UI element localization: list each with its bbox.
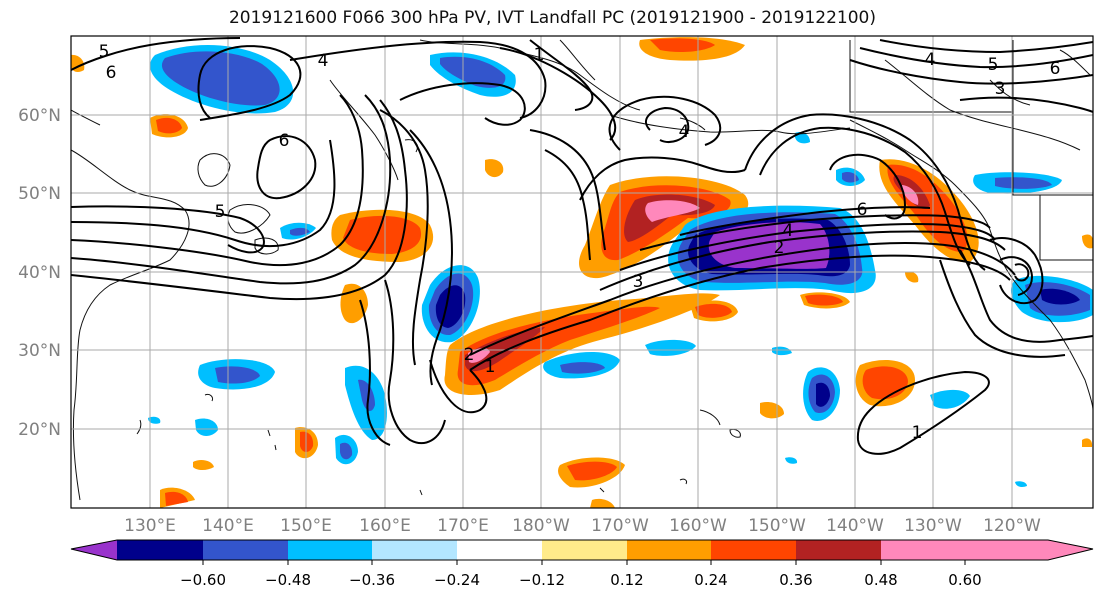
latitude-labels: 60°N 50°N 40°N 30°N 20°N xyxy=(18,106,61,440)
contour-label: 6 xyxy=(106,63,117,83)
colorbar-segment xyxy=(627,540,711,560)
lon-label: 130°E xyxy=(124,516,176,536)
colorbar-tick-label: −0.36 xyxy=(349,571,395,589)
contour-label: 1 xyxy=(534,45,545,65)
contour-label: 6 xyxy=(857,200,868,220)
lat-label: 40°N xyxy=(18,263,61,283)
contour-labels: 5 6 4 1 6 5 4 6 4 2 3 2 1 4 3 5 6 1 xyxy=(99,42,1061,443)
contours xyxy=(71,37,1093,455)
contour-label: 6 xyxy=(279,131,290,151)
colorbar-segment xyxy=(203,540,288,560)
colorbar-segment xyxy=(542,540,627,560)
lon-label: 160°W xyxy=(669,516,727,536)
colorbar-segment xyxy=(288,540,372,560)
colorbar-tick-label: 0.48 xyxy=(864,571,897,589)
colorbar-segment xyxy=(711,540,796,560)
colorbar-segment xyxy=(881,540,1093,560)
contour-label: 2 xyxy=(464,345,475,365)
contour-label: 5 xyxy=(988,55,999,75)
colorbar-segment xyxy=(71,540,117,560)
lon-label: 140°E xyxy=(202,516,254,536)
lat-label: 60°N xyxy=(18,106,61,126)
contour-label: 4 xyxy=(783,221,794,241)
lat-label: 30°N xyxy=(18,341,61,361)
colorbar-tick-labels: −0.60 −0.48 −0.36 −0.24 −0.12 0.12 0.24 … xyxy=(180,571,982,589)
lat-label: 20°N xyxy=(18,420,61,440)
contour-label: 5 xyxy=(215,202,226,222)
longitude-labels: 130°E 140°E 150°E 160°E 170°E 180°W 170°… xyxy=(124,516,1041,536)
colorbar-tick-label: 0.36 xyxy=(779,571,812,589)
colorbar-tick-label: −0.12 xyxy=(519,571,565,589)
contour-label: 3 xyxy=(633,272,644,292)
colorbar-segment xyxy=(796,540,881,560)
colorbar: −0.60 −0.48 −0.36 −0.24 −0.12 0.12 0.24 … xyxy=(70,539,1094,589)
lon-label: 130°W xyxy=(904,516,962,536)
contour-label: 4 xyxy=(679,122,690,142)
contour-label: 4 xyxy=(925,50,936,70)
coastlines xyxy=(71,39,1093,501)
colorbar-tick-label: 0.12 xyxy=(610,571,643,589)
lon-label: 170°E xyxy=(437,516,489,536)
map-title: 2019121600 F066 300 hPa PV, IVT Landfall… xyxy=(228,8,876,28)
contour-label: 1 xyxy=(485,357,496,377)
lon-label: 160°E xyxy=(359,516,411,536)
plot-frame xyxy=(70,35,1094,509)
colorbar-tick-label: 0.24 xyxy=(694,571,727,589)
colorbar-tick-label: 0.60 xyxy=(948,571,981,589)
lon-label: 150°E xyxy=(280,516,332,536)
lon-label: 150°W xyxy=(748,516,806,536)
contour-label: 4 xyxy=(318,51,329,71)
colorbar-tick-label: −0.60 xyxy=(180,571,226,589)
lon-label: 170°W xyxy=(591,516,649,536)
contour-label: 5 xyxy=(99,42,110,62)
colorbar-segment xyxy=(117,540,203,560)
contour-label: 6 xyxy=(1050,59,1061,79)
colorbar-segment xyxy=(372,540,457,560)
contour-label: 1 xyxy=(912,423,923,443)
colorbar-ticks xyxy=(202,560,966,565)
colorbar-tick-label: −0.48 xyxy=(265,571,311,589)
colorbar-tick-label: −0.24 xyxy=(434,571,480,589)
colorbar-outline xyxy=(70,539,1094,561)
lon-label: 180°W xyxy=(512,516,570,536)
lon-label: 120°W xyxy=(983,516,1041,536)
lat-label: 50°N xyxy=(18,184,61,204)
contour-label: 2 xyxy=(774,238,785,258)
colorbar-segment xyxy=(457,540,542,560)
lon-label: 140°W xyxy=(826,516,884,536)
contour-label: 3 xyxy=(995,79,1006,99)
